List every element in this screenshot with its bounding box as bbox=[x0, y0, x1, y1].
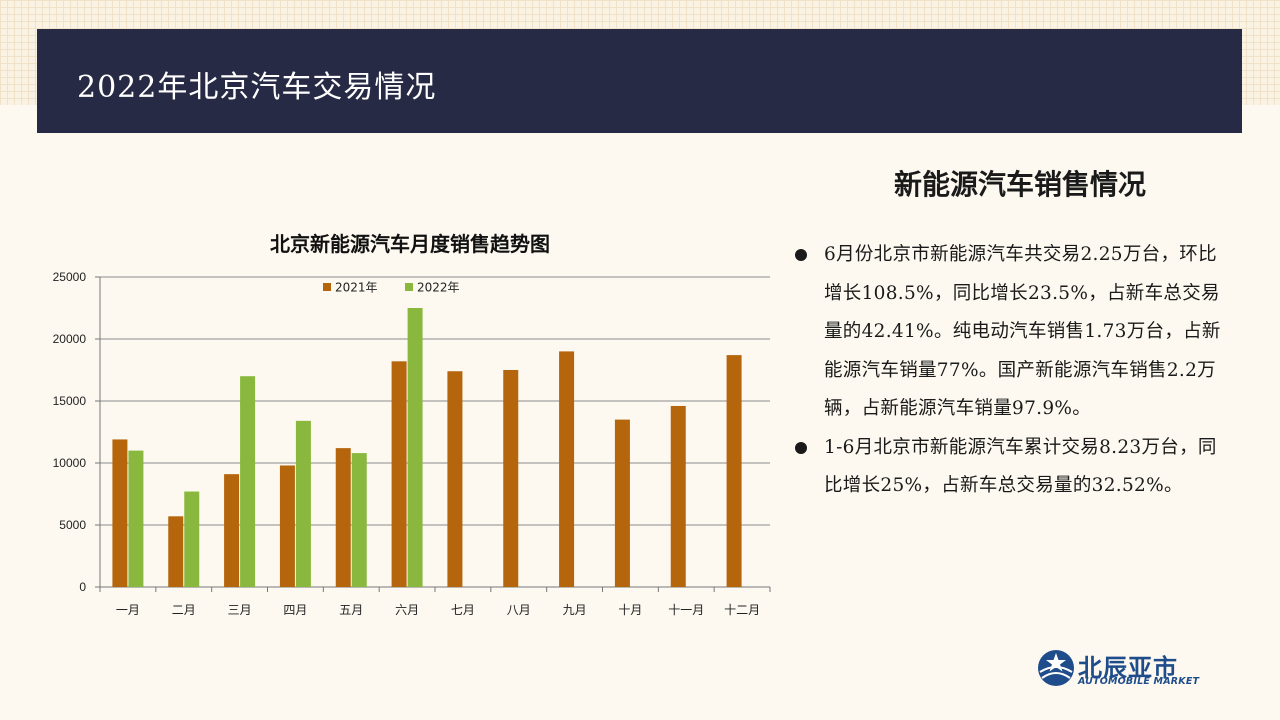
y-tick-label: 25000 bbox=[53, 270, 87, 284]
legend-swatch bbox=[323, 283, 331, 291]
bullet-item: 1-6月北京市新能源汽车累计交易8.23万台，同比增长25%，占新车总交易量的3… bbox=[795, 429, 1235, 506]
y-tick-label: 10000 bbox=[53, 456, 87, 470]
bar-series-2022 bbox=[351, 453, 367, 587]
bar-series-2021 bbox=[670, 405, 686, 587]
section-title: 新能源汽车销售情况 bbox=[893, 168, 1146, 201]
logo-name: 北辰亚市 bbox=[1078, 654, 1178, 682]
title-banner: 2022年北京汽车交易情况 bbox=[37, 29, 1242, 133]
x-tick-label: 十一月 bbox=[668, 603, 704, 617]
x-tick-label: 六月 bbox=[395, 603, 419, 617]
x-tick-label: 八月 bbox=[507, 603, 531, 617]
x-tick-label: 七月 bbox=[451, 603, 475, 617]
y-tick-label: 20000 bbox=[53, 332, 87, 346]
bar-series-2021 bbox=[168, 516, 184, 587]
bullet-item: 6月份北京市新能源汽车共交易2.25万台，环比增长108.5%，同比增长23.5… bbox=[795, 236, 1235, 429]
bullet-text: 6月份北京市新能源汽车共交易2.25万台，环比增长108.5%，同比增长23.5… bbox=[824, 244, 1221, 419]
page-title: 2022年北京汽车交易情况 bbox=[77, 70, 437, 105]
company-logo: 北辰亚市 AUTOMOBILE MARKET bbox=[1036, 648, 1216, 690]
bar-series-2022 bbox=[128, 450, 144, 587]
bar-series-2021 bbox=[335, 448, 351, 587]
y-tick-label: 0 bbox=[79, 580, 86, 594]
legend-swatch bbox=[405, 283, 413, 291]
x-tick-label: 二月 bbox=[172, 603, 196, 617]
bar-series-2021 bbox=[224, 474, 240, 587]
bullet-text: 1-6月北京市新能源汽车累计交易8.23万台，同比增长25%，占新车总交易量的3… bbox=[824, 436, 1217, 497]
bullet-dot-icon bbox=[795, 249, 807, 261]
bullet-dot-icon bbox=[795, 441, 807, 454]
x-tick-label: 三月 bbox=[228, 603, 252, 617]
bar-series-2021 bbox=[447, 371, 463, 587]
bar-series-2022 bbox=[240, 376, 256, 587]
bar-series-2022 bbox=[295, 420, 311, 587]
y-tick-label: 15000 bbox=[53, 394, 87, 408]
chart-title: 北京新能源汽车月度销售趋势图 bbox=[270, 232, 550, 256]
bar-series-2021 bbox=[279, 465, 295, 587]
x-tick-label: 十月 bbox=[618, 603, 642, 617]
x-tick-label: 四月 bbox=[283, 603, 307, 617]
bar-series-2021 bbox=[726, 355, 742, 587]
x-tick-label: 五月 bbox=[339, 603, 363, 617]
logo-subtitle: AUTOMOBILE MARKET bbox=[1078, 676, 1200, 687]
bullet-list: 6月份北京市新能源汽车共交易2.25万台，环比增长108.5%，同比增长23.5… bbox=[795, 236, 1235, 506]
chart-container: 北京新能源汽车月度销售趋势图 0 5000 10000 15000 20000 25000… bbox=[53, 232, 771, 617]
legend-label: 2022年 bbox=[417, 281, 460, 295]
bar-chart: 0 5000 10000 15000 20000 25000 一月 二月 三月 四月 五月 六月 七月 八… bbox=[53, 270, 771, 617]
bar-series-2021 bbox=[614, 419, 630, 587]
y-tick-label: 5000 bbox=[59, 518, 86, 532]
x-tick-label: 十二月 bbox=[724, 603, 760, 617]
bar-series-2021 bbox=[503, 370, 519, 587]
bar-series-2022 bbox=[407, 308, 423, 587]
bar-series-2021 bbox=[559, 351, 575, 587]
bar-series-2021 bbox=[391, 361, 407, 587]
bar-series-2021 bbox=[112, 439, 128, 587]
x-tick-label: 一月 bbox=[116, 603, 140, 617]
globe-star-icon bbox=[1038, 650, 1074, 686]
legend-label: 2021年 bbox=[335, 281, 378, 295]
x-tick-label: 九月 bbox=[563, 603, 587, 617]
bar-series-2022 bbox=[184, 491, 200, 587]
